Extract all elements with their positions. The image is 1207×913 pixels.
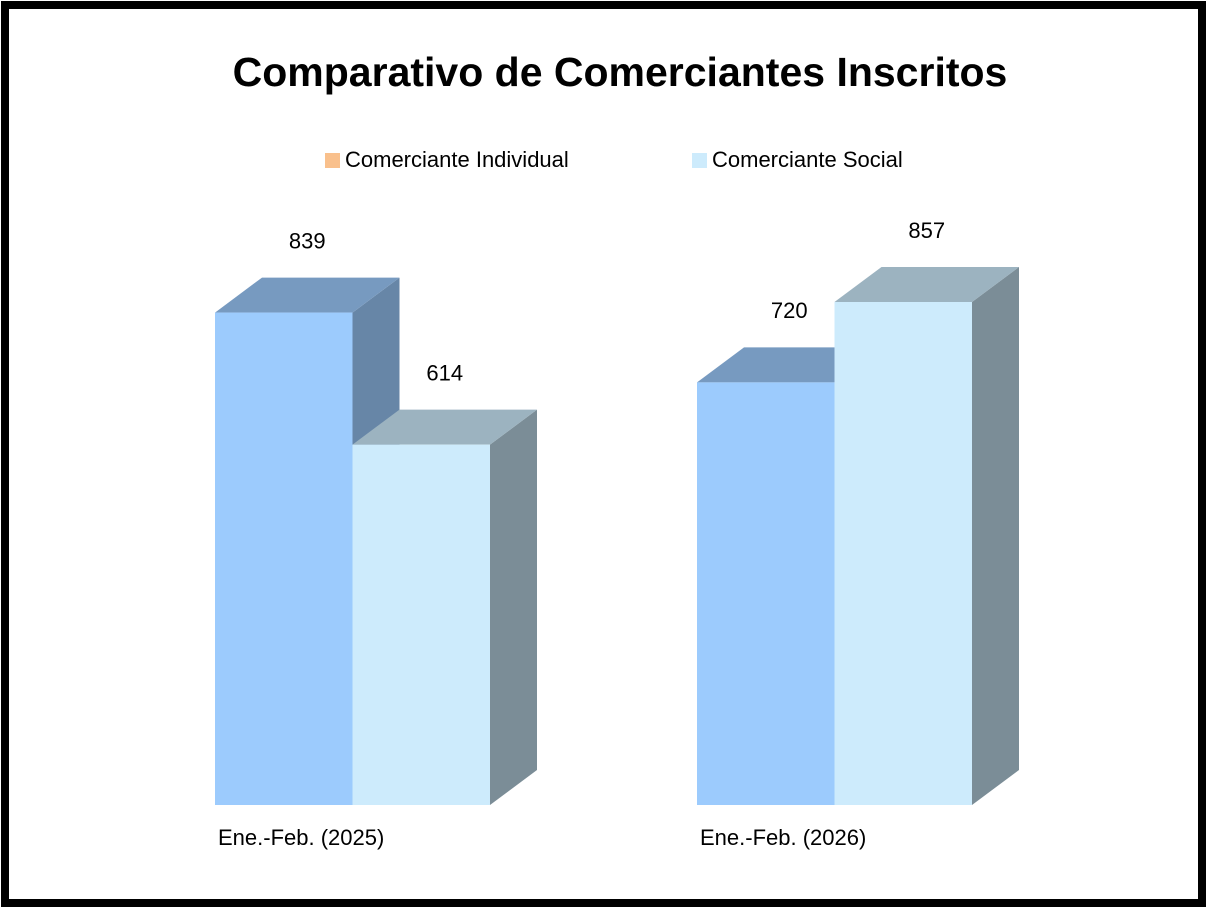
bar [834, 267, 1019, 805]
bar [352, 409, 537, 805]
bar-front [215, 312, 353, 805]
data-label: 839 [289, 228, 326, 253]
x-tick-label: Ene.-Feb. (2026) [700, 825, 866, 850]
bar-side [972, 267, 1019, 805]
legend-swatch [325, 153, 340, 168]
bar-front [697, 382, 835, 805]
bar-side [490, 409, 537, 805]
legend-swatch [692, 153, 707, 168]
bar-front [834, 302, 972, 805]
data-label: 614 [426, 360, 463, 385]
x-tick-label: Ene.-Feb. (2025) [218, 825, 384, 850]
data-label: 720 [771, 298, 808, 323]
chart-title: Comparativo de Comerciantes Inscritos [233, 49, 1008, 95]
bar-top [352, 409, 537, 445]
bar-top [834, 267, 1019, 302]
legend-label: Comerciante Individual [345, 147, 569, 172]
bar-front [352, 444, 490, 805]
data-label: 857 [908, 218, 945, 243]
legend-label: Comerciante Social [712, 147, 903, 172]
bar-top [215, 277, 400, 313]
